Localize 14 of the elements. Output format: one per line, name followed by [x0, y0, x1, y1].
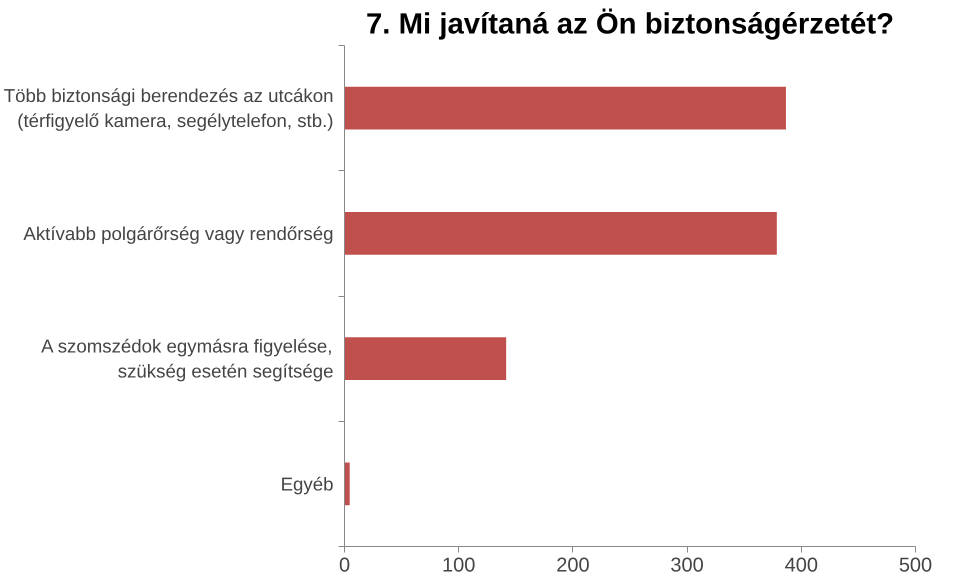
x-tick-label: 300: [670, 554, 704, 576]
x-tick-label: 100: [442, 554, 476, 576]
x-tick-label: 0: [338, 554, 350, 576]
x-tick-label: 400: [784, 554, 818, 576]
x-tick-label: 500: [898, 554, 932, 576]
y-tick-label: Egyéb: [280, 473, 334, 494]
y-tick-label: Több biztonsági berendezés az utcákon (térfigyelő kamera, segélytelefon, stb.): [4, 85, 334, 132]
y-tick-label: Aktívabb polgárőrség vagy rendőrség: [23, 222, 334, 244]
x-tick-label: 200: [556, 554, 590, 576]
chart-title: 7. Mi javítaná az Ön biztonságérzetét?: [366, 8, 894, 40]
bar: [344, 210, 778, 256]
bar: [344, 336, 508, 382]
y-tick-label: A szomszédok egymásra figyelése, szükség esetén segítsége: [41, 336, 334, 382]
bar: [344, 86, 787, 131]
